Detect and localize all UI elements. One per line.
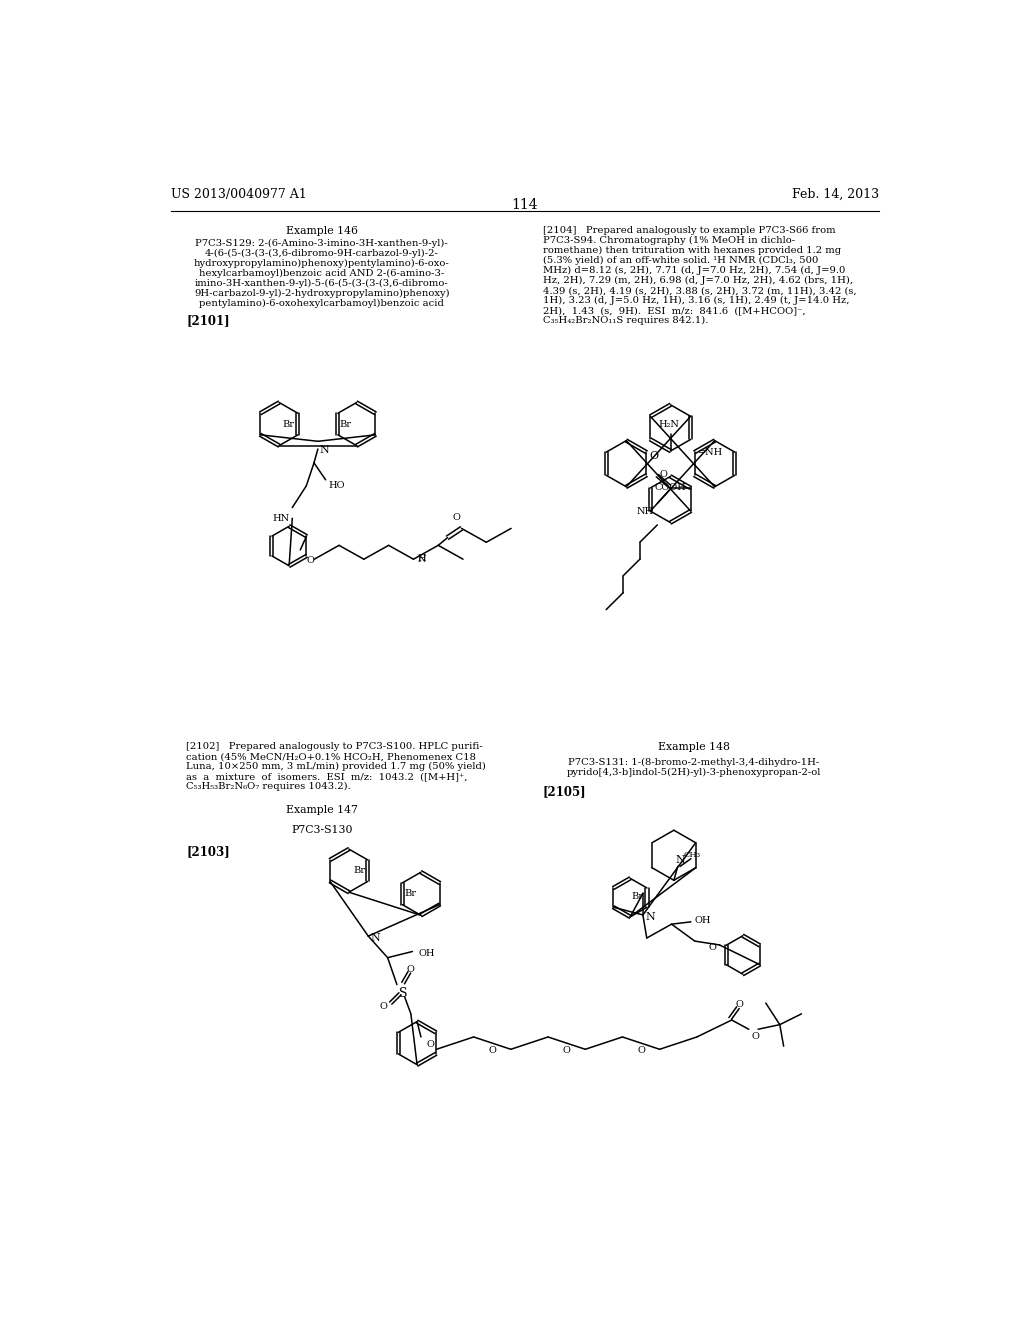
Text: Example 148: Example 148 (657, 742, 730, 752)
Text: Luna, 10×250 mm, 3 mL/min) provided 1.7 mg (50% yield): Luna, 10×250 mm, 3 mL/min) provided 1.7 … (186, 762, 486, 771)
Text: Feb. 14, 2013: Feb. 14, 2013 (792, 187, 879, 201)
Text: P7C3-S94. Chromatography (1% MeOH in dichlo-: P7C3-S94. Chromatography (1% MeOH in dic… (543, 236, 795, 246)
Text: C₃₅H₄₂Br₂NO₁₁S requires 842.1).: C₃₅H₄₂Br₂NO₁₁S requires 842.1). (543, 317, 708, 325)
Text: as  a  mixture  of  isomers.  ESI  m/z:  1043.2  ([M+H]⁺,: as a mixture of isomers. ESI m/z: 1043.2… (186, 772, 468, 781)
Text: [2101]: [2101] (186, 314, 229, 327)
Text: 2H),  1.43  (s,  9H).  ESI  m/z:  841.6  ([M+HCOO]⁻,: 2H), 1.43 (s, 9H). ESI m/z: 841.6 ([M+HC… (543, 306, 805, 315)
Text: O: O (563, 1047, 570, 1055)
Text: O: O (637, 1047, 645, 1055)
Text: N: N (371, 933, 380, 944)
Text: H₂N: H₂N (658, 421, 679, 429)
Text: US 2013/0040977 A1: US 2013/0040977 A1 (171, 187, 306, 201)
Text: O: O (735, 1001, 743, 1010)
Text: [2105]: [2105] (543, 785, 587, 799)
Text: O: O (426, 1040, 434, 1049)
Text: OH: OH (695, 916, 712, 925)
Text: O: O (306, 556, 314, 565)
Text: Example 146: Example 146 (286, 226, 357, 236)
Text: imino-3H-xanthen-9-yl)-5-(6-(5-(3-(3-(3,6-dibromo-: imino-3H-xanthen-9-yl)-5-(6-(5-(3-(3-(3,… (195, 280, 449, 288)
Text: 9H-carbazol-9-yl)-2-hydroxypropylamino)phenoxy): 9H-carbazol-9-yl)-2-hydroxypropylamino)p… (194, 289, 450, 298)
Text: =NH: =NH (698, 447, 724, 457)
Text: [2104]   Prepared analogously to example P7C3-S66 from: [2104] Prepared analogously to example P… (543, 226, 836, 235)
Text: C₅₃H₅₃Br₂N₆O₇ requires 1043.2).: C₅₃H₅₃Br₂N₆O₇ requires 1043.2). (186, 781, 351, 791)
Text: O: O (709, 942, 717, 952)
Text: Example 147: Example 147 (286, 805, 357, 816)
Text: 1H), 3.23 (d, J=5.0 Hz, 1H), 3.16 (s, 1H), 2.49 (t, J=14.0 Hz,: 1H), 3.23 (d, J=5.0 Hz, 1H), 3.16 (s, 1H… (543, 296, 849, 305)
Text: O: O (659, 470, 668, 479)
Text: N: N (319, 445, 329, 455)
Text: Hz, 2H), 7.29 (m, 2H), 6.98 (d, J=7.0 Hz, 2H), 4.62 (brs, 1H),: Hz, 2H), 7.29 (m, 2H), 6.98 (d, J=7.0 Hz… (543, 276, 853, 285)
Text: OH: OH (419, 949, 435, 958)
Text: H: H (418, 554, 426, 564)
Text: 114: 114 (511, 198, 539, 213)
Text: O: O (407, 965, 414, 974)
Text: 4-(6-(5-(3-(3-(3,6-dibromo-9H-carbazol-9-yl)-2-: 4-(6-(5-(3-(3-(3,6-dibromo-9H-carbazol-9… (205, 249, 438, 259)
Text: P7C3-S130: P7C3-S130 (291, 825, 352, 836)
Text: COOH: COOH (654, 483, 686, 492)
Text: hydroxypropylamino)phenoxy)pentylamino)-6-oxo-: hydroxypropylamino)phenoxy)pentylamino)-… (194, 259, 450, 268)
Text: Br: Br (339, 420, 351, 429)
Text: CH₃: CH₃ (683, 850, 700, 859)
Text: Br: Br (283, 420, 295, 429)
Text: O: O (751, 1032, 759, 1041)
Text: O: O (380, 1002, 388, 1011)
Text: Br: Br (353, 866, 366, 875)
Text: MHz) d=8.12 (s, 2H), 7.71 (d, J=7.0 Hz, 2H), 7.54 (d, J=9.0: MHz) d=8.12 (s, 2H), 7.71 (d, J=7.0 Hz, … (543, 267, 845, 276)
Text: S: S (399, 987, 408, 1001)
Text: pyrido[4,3-b]indol-5(2H)-yl)-3-phenoxypropan-2-ol: pyrido[4,3-b]indol-5(2H)-yl)-3-phenoxypr… (566, 767, 821, 776)
Text: [2102]   Prepared analogously to P7C3-S100. HPLC purifi-: [2102] Prepared analogously to P7C3-S100… (186, 742, 483, 751)
Text: Br: Br (404, 890, 417, 899)
Text: O: O (453, 513, 461, 523)
Text: 4.39 (s, 2H), 4.19 (s, 2H), 3.88 (s, 2H), 3.72 (m, 11H), 3.42 (s,: 4.39 (s, 2H), 4.19 (s, 2H), 3.88 (s, 2H)… (543, 286, 856, 296)
Text: N: N (676, 855, 685, 865)
Text: hexylcarbamoyl)benzoic acid AND 2-(6-amino-3-: hexylcarbamoyl)benzoic acid AND 2-(6-ami… (199, 269, 444, 279)
Text: HN: HN (272, 513, 289, 523)
Text: romethane) then trituration with hexanes provided 1.2 mg: romethane) then trituration with hexanes… (543, 246, 841, 255)
Text: [2103]: [2103] (186, 845, 229, 858)
Text: P7C3-S129: 2-(6-Amino-3-imino-3H-xanthen-9-yl)-: P7C3-S129: 2-(6-Amino-3-imino-3H-xanthen… (196, 239, 449, 248)
Text: O: O (649, 450, 658, 461)
Text: Br: Br (632, 892, 644, 900)
Text: P7C3-S131: 1-(8-bromo-2-methyl-3,4-dihydro-1H-: P7C3-S131: 1-(8-bromo-2-methyl-3,4-dihyd… (568, 758, 819, 767)
Text: (5.3% yield) of an off-white solid. ¹H NMR (CDCl₃, 500: (5.3% yield) of an off-white solid. ¹H N… (543, 256, 818, 265)
Text: N: N (645, 912, 655, 923)
Text: NH: NH (636, 507, 653, 516)
Text: N: N (418, 556, 426, 565)
Text: O: O (488, 1047, 497, 1055)
Text: cation (45% MeCN/H₂O+0.1% HCO₂H, Phenomenex C18: cation (45% MeCN/H₂O+0.1% HCO₂H, Phenome… (186, 752, 476, 762)
Text: pentylamino)-6-oxohexylcarbamoyl)benzoic acid: pentylamino)-6-oxohexylcarbamoyl)benzoic… (200, 300, 444, 309)
Text: HO: HO (328, 482, 344, 490)
